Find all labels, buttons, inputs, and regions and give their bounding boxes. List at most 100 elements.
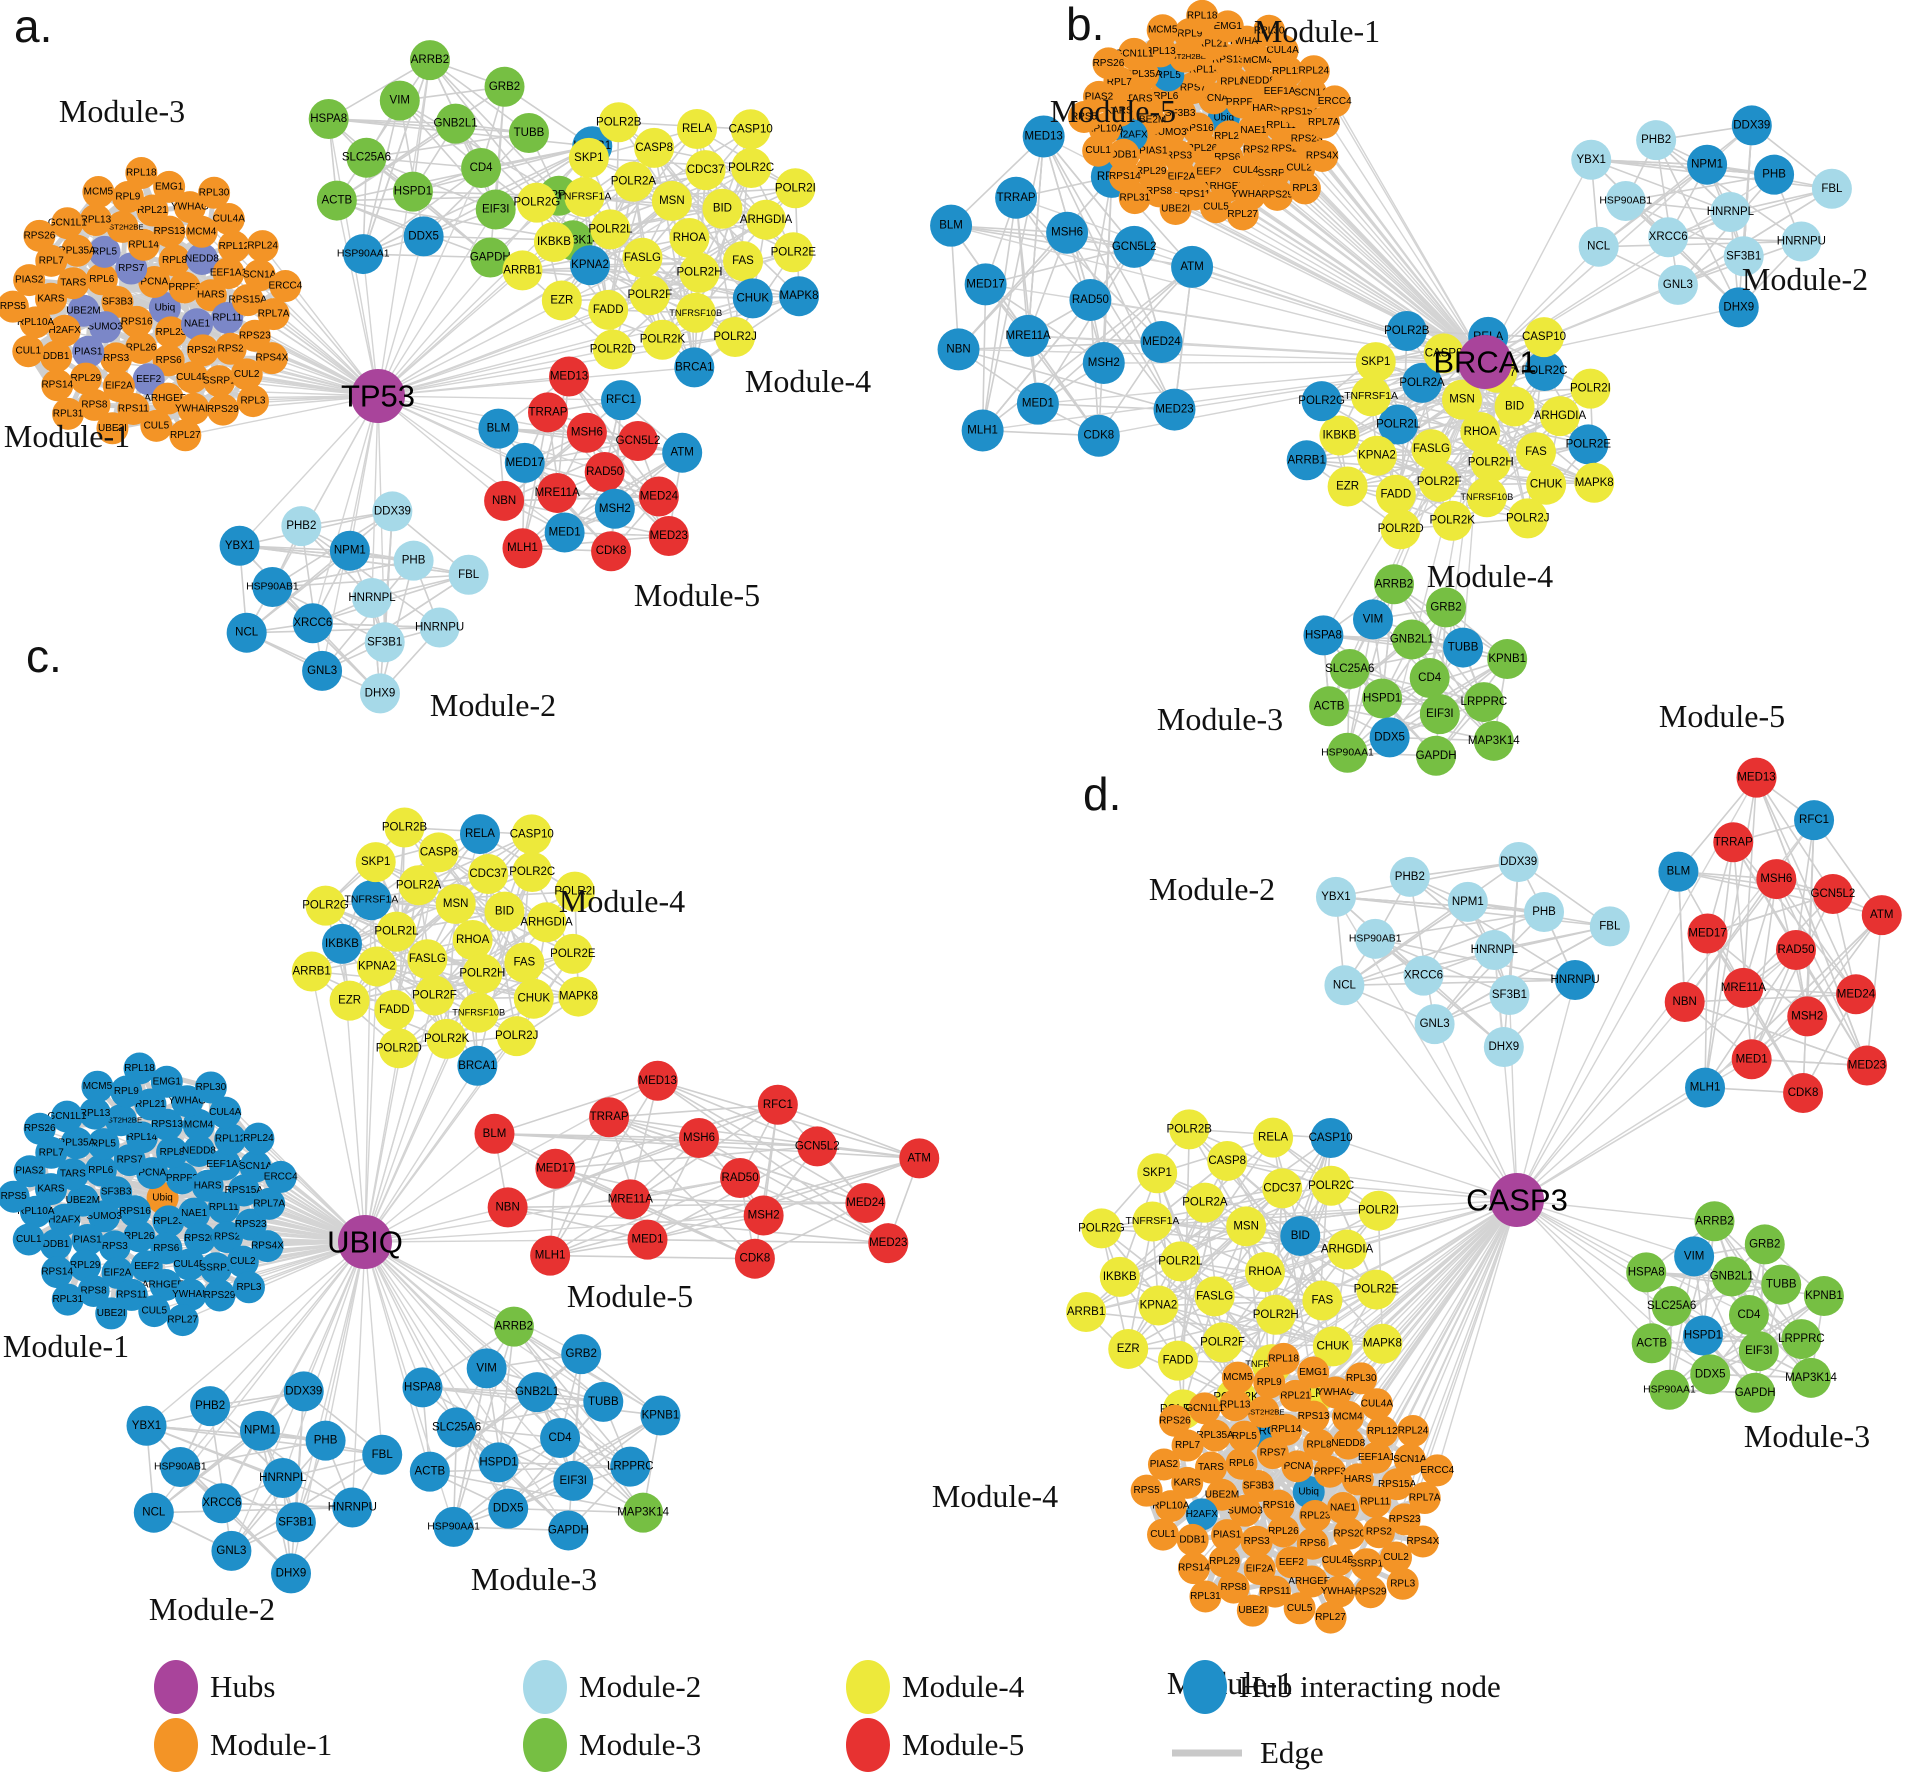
node-ARHGDIA[interactable] [746, 199, 787, 240]
node-POLR2A[interactable] [398, 865, 439, 906]
node-TUBB[interactable] [508, 112, 549, 153]
node-RPL10A[interactable] [19, 306, 52, 339]
node-ARHGEF4[interactable] [149, 1269, 182, 1302]
node-RPL3[interactable] [236, 385, 269, 418]
node-RPL35A[interactable] [60, 1127, 93, 1160]
node-MSH2[interactable] [743, 1195, 784, 1236]
node-PIAS2[interactable] [13, 264, 46, 297]
node-VIM[interactable] [1674, 1236, 1715, 1277]
node-CUL1[interactable] [1082, 134, 1115, 167]
node-SCN1A[interactable] [243, 259, 276, 292]
node-IKBKB[interactable] [322, 923, 363, 964]
node-NBN[interactable] [484, 480, 525, 521]
node-GNL3[interactable] [302, 650, 343, 691]
node-RELA[interactable] [1253, 1117, 1294, 1158]
node-CUL1[interactable] [1147, 1518, 1180, 1551]
node-FAS[interactable] [1515, 432, 1556, 473]
node-HNRNPL[interactable] [1710, 192, 1751, 232]
node-RPS8[interactable] [78, 388, 111, 421]
node-PHB[interactable] [1754, 154, 1795, 195]
node-RPS4X[interactable] [1406, 1525, 1439, 1558]
node-MSH2[interactable] [1082, 342, 1125, 385]
node-MED23[interactable] [648, 516, 689, 557]
node-KPNB1[interactable] [1487, 639, 1528, 680]
node-KARS[interactable] [34, 1173, 67, 1206]
node-ERCC4[interactable] [1421, 1454, 1454, 1487]
node-RPL3[interactable] [232, 1271, 265, 1304]
node-DDX5[interactable] [1690, 1354, 1731, 1395]
node-NPM1[interactable] [1687, 144, 1728, 185]
node-TRRAP[interactable] [589, 1097, 630, 1138]
node-NPM1[interactable] [329, 530, 370, 571]
node-GNL3[interactable] [1657, 264, 1698, 305]
node-MLH1[interactable] [502, 528, 543, 569]
node-PRPF3[interactable] [168, 271, 201, 304]
node-RPL3[interactable] [1386, 1567, 1419, 1600]
node-RPS26[interactable] [23, 1112, 56, 1145]
node-IKBKB[interactable] [1319, 415, 1360, 456]
node-H2AFX[interactable] [48, 314, 81, 347]
node-IKBKB[interactable] [533, 221, 574, 262]
node-Ubiq[interactable] [148, 292, 181, 324]
node-MED24[interactable] [1835, 974, 1876, 1015]
node-NEDD8[interactable] [182, 1134, 215, 1167]
node-MSH6[interactable] [566, 412, 607, 453]
node-RPS4X[interactable] [255, 342, 288, 375]
node-RPS20[interactable] [183, 1222, 216, 1255]
node-PCNA[interactable] [138, 266, 171, 299]
node-GRB2[interactable] [484, 66, 525, 107]
node-GCN1L1[interactable] [1188, 1392, 1221, 1425]
node-CUL4B[interactable] [173, 1248, 206, 1281]
node-RPL30[interactable] [198, 176, 231, 209]
node-POLR2L[interactable] [376, 911, 417, 952]
node-EIF2A[interactable] [1243, 1553, 1276, 1586]
node-CDK8[interactable] [734, 1238, 775, 1279]
node-POLR2C[interactable] [1311, 1165, 1352, 1206]
node-BRCA1[interactable] [674, 347, 715, 388]
node-MED23[interactable] [1153, 388, 1196, 431]
node-NAE1[interactable] [178, 1197, 211, 1230]
node-HARS[interactable] [194, 279, 227, 312]
node-NBN[interactable] [1664, 982, 1705, 1023]
node-RPS6[interactable] [1296, 1527, 1329, 1560]
node-MSN[interactable] [651, 180, 692, 221]
node-RPS5[interactable] [1130, 1474, 1163, 1507]
hub-node-BRCA1[interactable] [1458, 335, 1512, 389]
node-DDX5[interactable] [488, 1488, 529, 1529]
node-SF3B1[interactable] [275, 1502, 316, 1543]
node-YBX1[interactable] [126, 1405, 167, 1446]
node-RPS11[interactable] [117, 393, 150, 426]
node-RPL18[interactable] [123, 1052, 156, 1085]
node-RPL27[interactable] [166, 1304, 199, 1337]
node-ATM[interactable] [1861, 895, 1902, 936]
node-TNFRSF10B[interactable] [458, 992, 499, 1033]
node-ACTB[interactable] [1631, 1323, 1672, 1364]
node-RPS3[interactable] [98, 1230, 131, 1263]
node-SLC25A6[interactable] [1651, 1286, 1692, 1327]
node-CUL2[interactable] [1380, 1541, 1413, 1574]
node-CUL4A[interactable] [1360, 1388, 1393, 1421]
node-RPL21[interactable] [134, 1088, 167, 1121]
node-CUL2[interactable] [226, 1245, 259, 1278]
node-POLR2I[interactable] [1570, 368, 1611, 409]
node-PHB2[interactable] [190, 1386, 231, 1427]
node-GRB2[interactable] [561, 1334, 602, 1375]
node-DHX9[interactable] [1483, 1027, 1524, 1068]
node-POLR2I[interactable] [775, 168, 816, 209]
node-SF3B1[interactable] [1723, 236, 1764, 277]
node-MSN[interactable] [1226, 1206, 1267, 1247]
node-VIM[interactable] [1352, 599, 1393, 640]
node-ARRB1[interactable] [502, 250, 543, 291]
node-POLR2B[interactable] [1169, 1109, 1210, 1150]
node-PIAS1[interactable] [1211, 1519, 1244, 1552]
node-RPL11[interactable] [1359, 1485, 1392, 1518]
node-CUL5[interactable] [1200, 191, 1233, 224]
node-BID[interactable] [1280, 1215, 1321, 1256]
node-DDX39[interactable] [1731, 105, 1772, 146]
node-CHUK[interactable] [513, 978, 554, 1019]
node-POLR2C[interactable] [512, 851, 553, 892]
node-TNFRSF1A[interactable] [1351, 376, 1392, 417]
node-GCN5L2[interactable] [797, 1126, 838, 1167]
node-FBL[interactable] [1589, 906, 1630, 947]
node-POLR2J[interactable] [496, 1016, 537, 1057]
